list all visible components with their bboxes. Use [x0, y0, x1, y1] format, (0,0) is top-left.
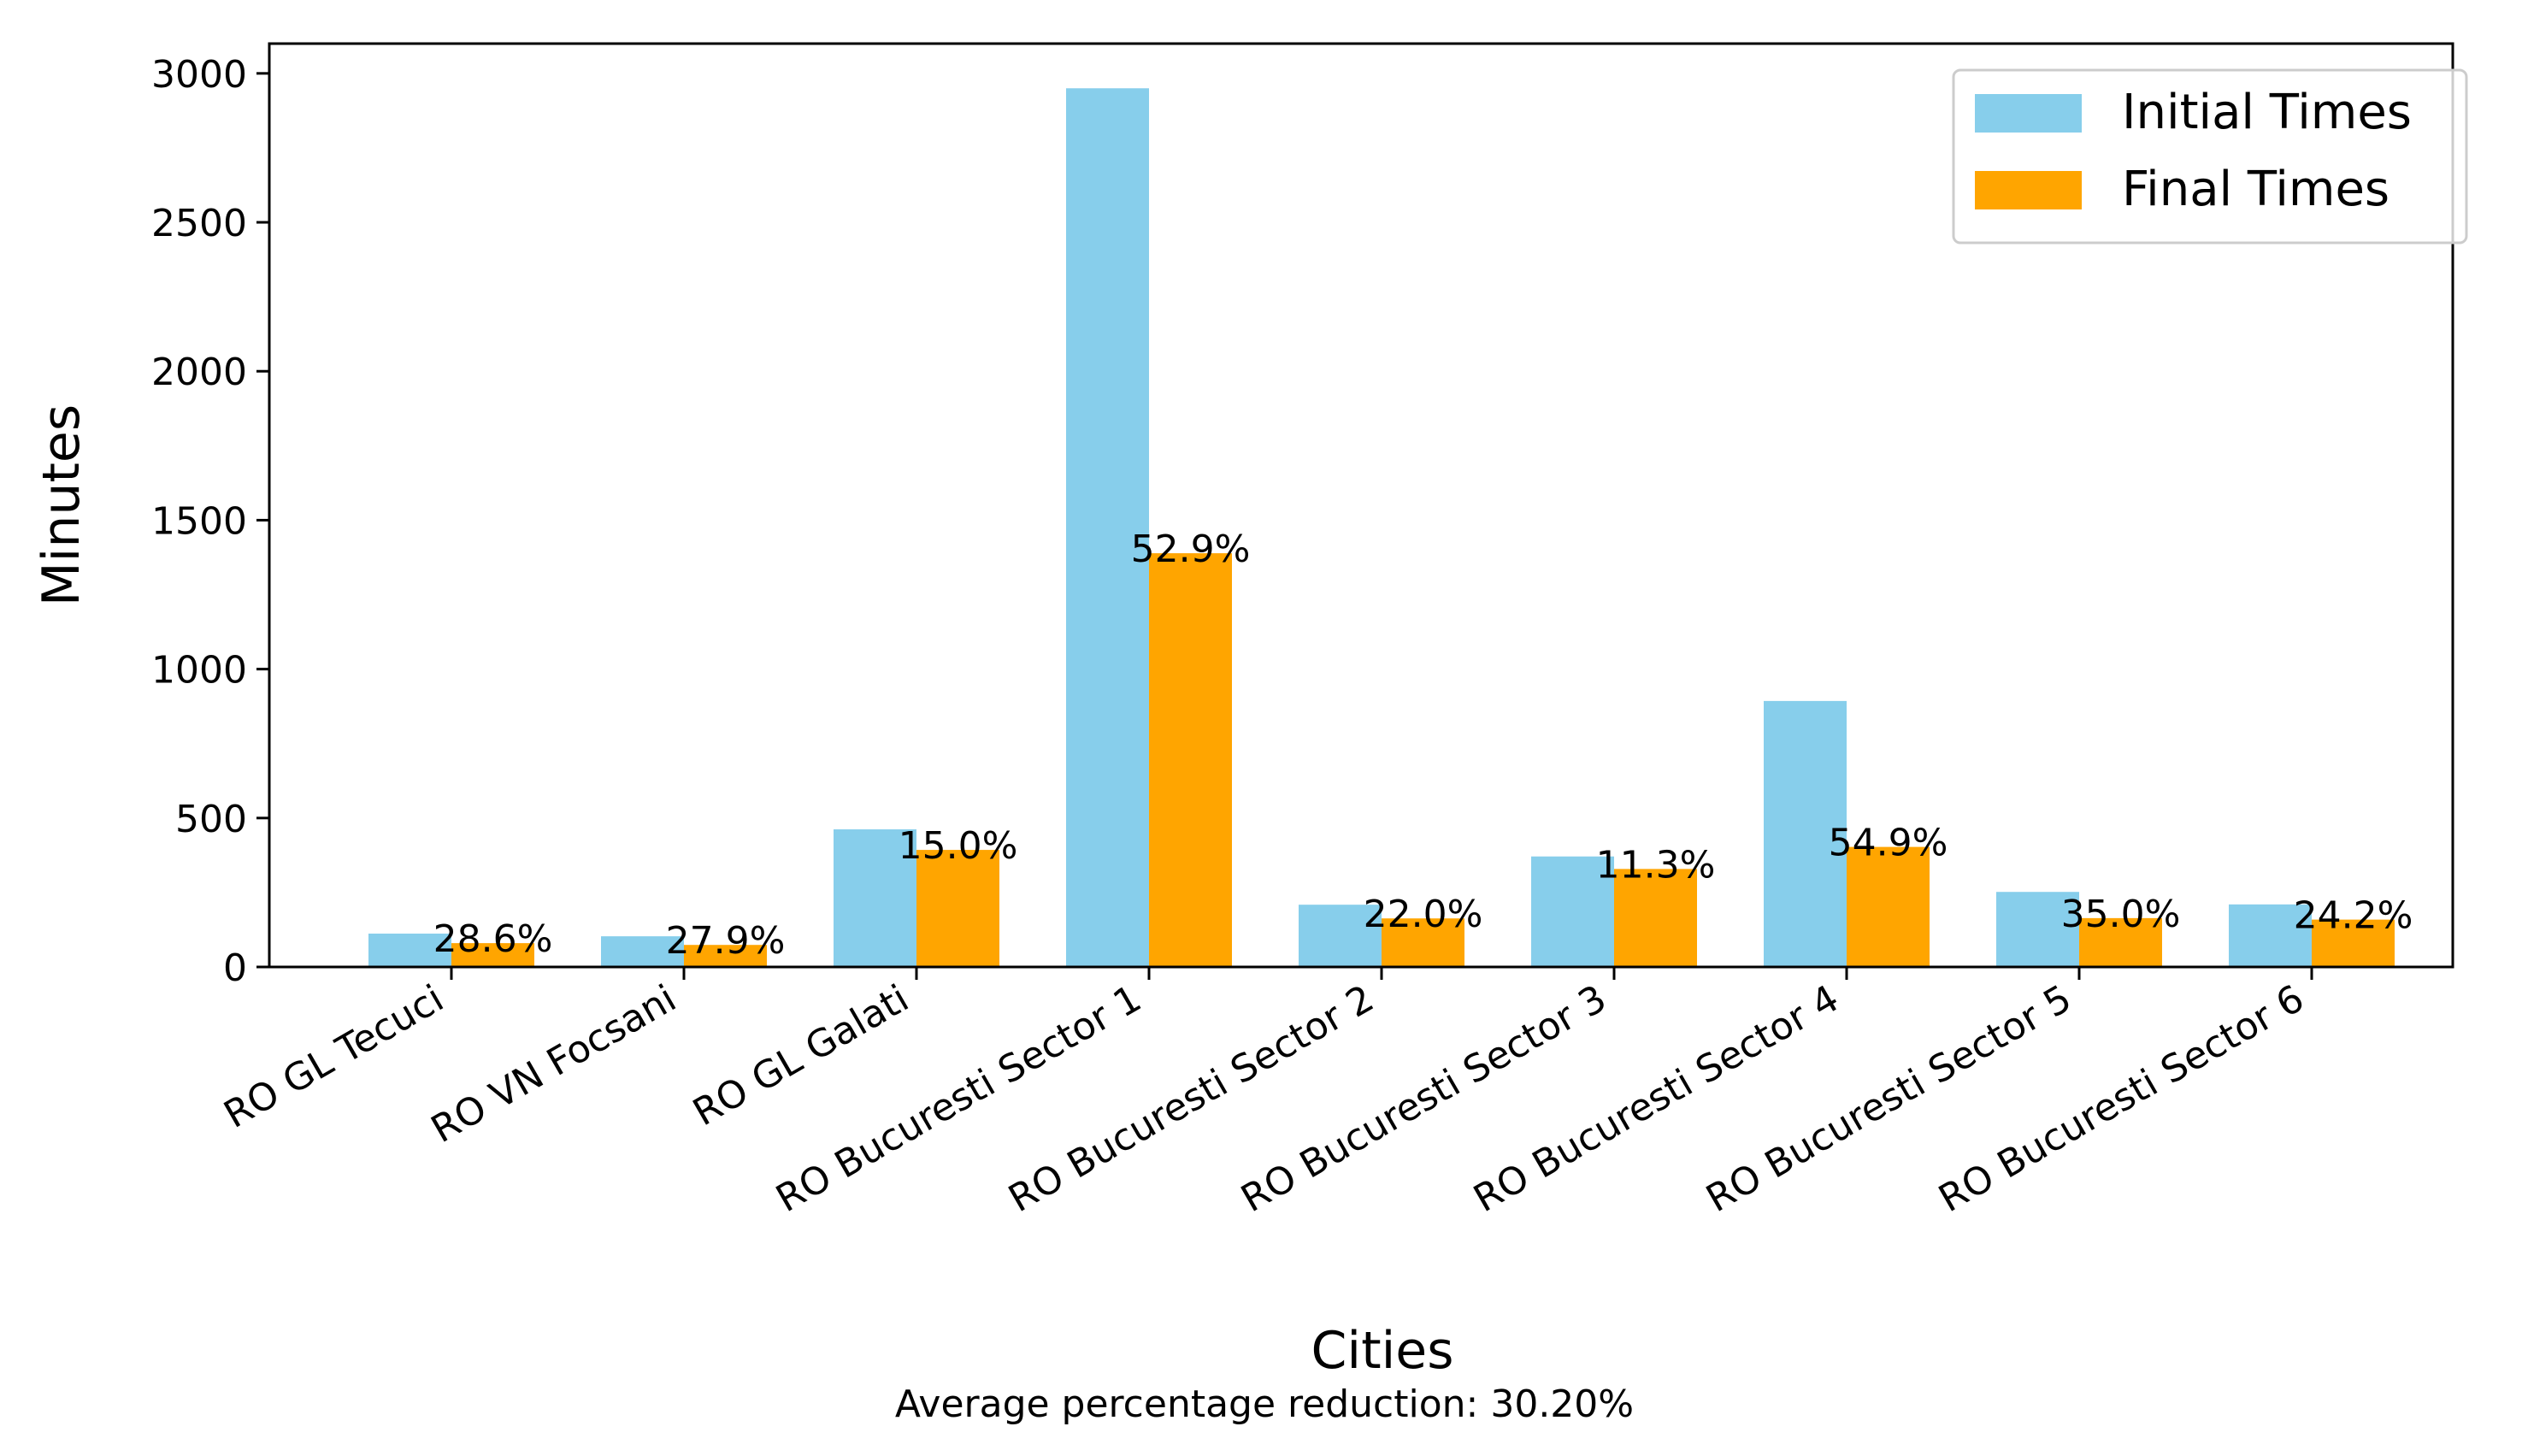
legend-label-final-times: Final Times: [2122, 162, 2390, 217]
x-tick-label-ro-bucuresti-sector-3: RO Bucuresti Sector 3: [1234, 976, 1613, 1221]
bar-final-times-ro-bucuresti-sector-6: [2312, 919, 2395, 967]
bar-initial-times-ro-gl-galati: [834, 829, 916, 967]
bar-final-times-ro-vn-focsani: [684, 945, 767, 967]
y-axis: 0 500 1000 1500 2000 2500 3000: [151, 53, 269, 990]
bar-final-times-ro-bucuresti-sector-2: [1382, 918, 1464, 967]
x-tick-label-ro-bucuresti-sector-6: RO Bucuresti Sector 6: [1931, 976, 2311, 1221]
reduction-label-ro-bucuresti-sector-1: 52.9%: [1131, 528, 1251, 571]
x-tick-label-ro-gl-tecuci: RO GL Tecuci: [217, 976, 451, 1137]
x-tick-label-ro-bucuresti-sector-4: RO Bucuresti Sector 4: [1466, 976, 1846, 1221]
reduction-label-ro-bucuresti-sector-6: 24.2%: [2294, 894, 2413, 938]
reduction-label-ro-gl-galati: 15.0%: [899, 824, 1018, 868]
legend: Initial Times Final Times: [1952, 68, 2468, 245]
bar-initial-times-ro-bucuresti-sector-1: [1066, 88, 1149, 968]
bar-initial-times-ro-bucuresti-sector-6: [2229, 904, 2312, 967]
bar-initial-times-ro-bucuresti-sector-5: [1996, 892, 2079, 967]
bars-layer: [368, 88, 2395, 968]
x-axis-label: Cities: [1311, 1321, 1454, 1381]
bar-initial-times-ro-bucuresti-sector-2: [1299, 905, 1382, 967]
bar-initial-times-ro-bucuresti-sector-3: [1531, 856, 1614, 967]
reduction-label-ro-bucuresti-sector-4: 54.9%: [1829, 822, 1948, 865]
reduction-label-ro-bucuresti-sector-3: 11.3%: [1596, 843, 1716, 887]
y-tick-label: 0: [223, 946, 247, 990]
bar-final-times-ro-bucuresti-sector-1: [1149, 553, 1232, 967]
bar-value-labels: 28.6% 27.9% 15.0% 52.9% 22.0% 11.3% 54.9% 35.0%…: [433, 528, 2413, 963]
x-tick-label-ro-gl-galati: RO GL Galati: [686, 976, 916, 1135]
reduction-label-ro-bucuresti-sector-2: 22.0%: [1364, 893, 1483, 936]
y-tick-label: 2000: [151, 351, 247, 394]
x-tick-label-ro-vn-focsani: RO VN Focsani: [424, 976, 684, 1152]
x-tick-label-ro-bucuresti-sector-1: RO Bucuresti Sector 1: [769, 976, 1148, 1221]
y-tick-label: 2500: [151, 202, 247, 245]
bar-final-times-ro-gl-galati: [916, 850, 999, 967]
bar-final-times-ro-bucuresti-sector-3: [1614, 869, 1697, 967]
legend-swatch-initial-times: [1975, 94, 2082, 133]
bar-final-times-ro-bucuresti-sector-4: [1847, 846, 1930, 967]
average-reduction-caption: Average percentage reduction: 30.20%: [895, 1382, 1634, 1426]
reduction-label-ro-bucuresti-sector-5: 35.0%: [2061, 893, 2181, 936]
bar-initial-times-ro-gl-tecuci: [368, 933, 451, 967]
legend-swatch-final-times: [1975, 171, 2082, 209]
x-tick-label-ro-bucuresti-sector-5: RO Bucuresti Sector 5: [1699, 976, 2078, 1221]
y-axis-label: Minutes: [32, 404, 91, 606]
y-tick-label: 1500: [151, 499, 247, 543]
y-tick-label: 500: [175, 798, 247, 841]
axes-frame: [268, 42, 2454, 969]
y-tick-label: 3000: [151, 53, 247, 97]
bar-initial-times-ro-bucuresti-sector-4: [1764, 700, 1847, 967]
legend-label-initial-times: Initial Times: [2122, 85, 2412, 140]
reduction-label-ro-vn-focsani: 27.9%: [666, 919, 786, 963]
reduction-label-ro-gl-tecuci: 28.6%: [433, 917, 553, 961]
bar-final-times-ro-bucuresti-sector-5: [2079, 917, 2162, 967]
y-tick-label: 1000: [151, 649, 247, 693]
x-tick-label-ro-bucuresti-sector-2: RO Bucuresti Sector 2: [1001, 976, 1381, 1221]
bar-initial-times-ro-vn-focsani: [601, 936, 684, 967]
bar-final-times-ro-gl-tecuci: [451, 943, 534, 967]
